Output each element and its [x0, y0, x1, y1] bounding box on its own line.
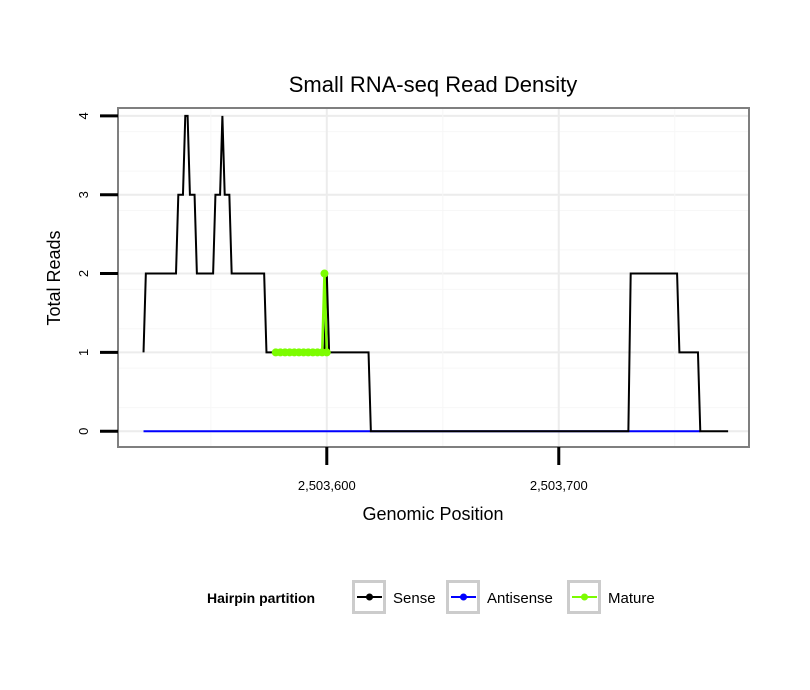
legend-key-point	[460, 593, 467, 601]
data-point-mature	[320, 269, 329, 278]
legend-item-mature: Mature	[567, 580, 655, 614]
y-tick-label: 0	[76, 428, 91, 435]
x-axis-title: Genomic Position	[362, 504, 503, 524]
legend-label: Sense	[393, 590, 436, 607]
legend: Hairpin partition Sense Antisense Mature	[207, 580, 655, 614]
x-tick-label: 2,503,700	[530, 478, 588, 493]
legend-label: Mature	[608, 590, 655, 607]
legend-key-point	[581, 593, 588, 601]
gridlines	[118, 108, 749, 448]
y-tick-label: 1	[76, 349, 91, 356]
legend-item-sense: Sense	[352, 580, 436, 614]
legend-label: Antisense	[487, 590, 553, 607]
series-line-sense	[142, 114, 729, 433]
series-sense	[142, 114, 729, 433]
chart-title: Small RNA-seq Read Density	[289, 72, 578, 97]
plot-panel	[118, 108, 749, 447]
legend-key-point	[366, 593, 373, 601]
legend-title: Hairpin partition	[207, 590, 315, 606]
y-tick-label: 2	[76, 270, 91, 277]
y-tick-label: 4	[76, 112, 91, 119]
axes: 0 1 2 3 4 2,503,600 2,503,700	[76, 112, 588, 493]
legend-item-antisense: Antisense	[446, 580, 553, 614]
y-axis-title: Total Reads	[44, 230, 64, 325]
series-layer	[142, 114, 729, 433]
data-point-mature	[322, 348, 331, 357]
series-mature	[271, 269, 331, 357]
x-tick-label: 2,503,600	[298, 478, 356, 493]
y-tick-label: 3	[76, 191, 91, 198]
plot-panel-border	[117, 107, 750, 448]
